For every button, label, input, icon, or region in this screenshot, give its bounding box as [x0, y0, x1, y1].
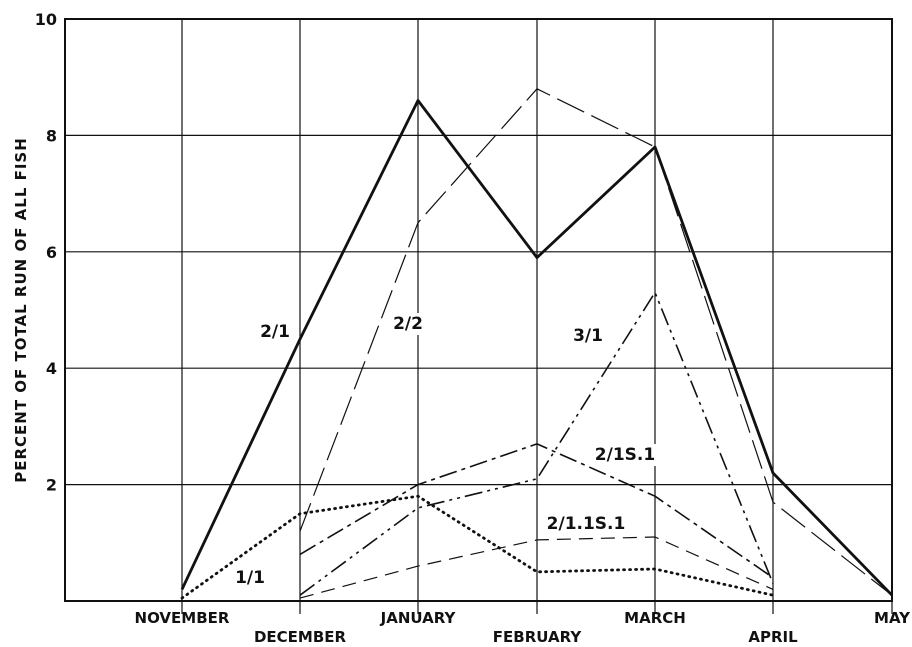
labels: 2 4 6 8 10 NOVEMBER DECEMBER JANUARY FEBRUARY MAR… [35, 10, 911, 646]
x-tick-label: JANUARY [380, 609, 457, 627]
series-line-5 [180, 494, 775, 600]
series-line-4 [299, 536, 774, 599]
x-tick-label: APRIL [748, 628, 798, 646]
x-tick-label: MAY [874, 609, 911, 627]
series-label-1: 2/2 [393, 314, 423, 334]
series-line-1 [299, 88, 893, 596]
y-tick-label: 6 [46, 243, 57, 262]
series-label-2: 3/1 [573, 326, 603, 346]
y-tick-label: 4 [46, 359, 57, 378]
series-label-bg [232, 567, 268, 589]
series-lines [180, 88, 894, 600]
series-label-bg [591, 444, 659, 466]
x-tick-label: DECEMBER [254, 628, 347, 646]
series-label-bg [257, 321, 293, 343]
x-tick-label: MARCH [624, 609, 686, 627]
x-tick-label: FEBRUARY [493, 628, 583, 646]
series-line-3 [299, 443, 774, 579]
series-label-3: 2/1S.1 [595, 445, 655, 465]
series-label-bg [570, 325, 606, 347]
series-label-4: 2/1.1S.1 [547, 514, 626, 534]
x-tick-label: NOVEMBER [135, 609, 230, 627]
series-line-2 [299, 291, 774, 596]
grid [64, 18, 893, 614]
y-tick-label: 10 [35, 10, 57, 29]
series-label-5: 1/1 [235, 568, 265, 588]
series-line-0 [180, 99, 894, 597]
y-tick-label: 8 [46, 126, 57, 145]
y-axis-title: PERCENT OF TOTAL RUN OF ALL FISH [12, 137, 30, 483]
series-label-bg [390, 313, 426, 335]
y-tick-label: 2 [46, 476, 57, 495]
series-label-bg [543, 513, 629, 535]
series-label-0: 2/1 [260, 322, 290, 342]
plot-frame [64, 18, 893, 602]
